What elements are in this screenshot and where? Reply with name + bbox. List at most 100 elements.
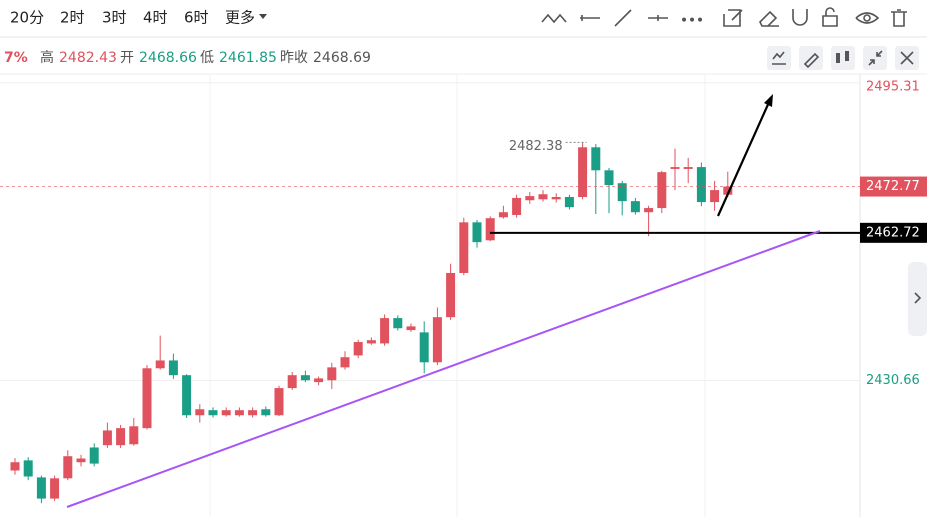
more-menu[interactable]: 更多: [225, 9, 255, 27]
candle-body: [155, 360, 165, 369]
candle-body: [578, 147, 588, 198]
price-tag-label: 2462.72: [866, 225, 920, 240]
candle-body: [591, 147, 601, 171]
arrow-line[interactable]: [716, 99, 772, 217]
candle-body: [406, 326, 416, 331]
candle-body: [248, 410, 258, 416]
icon: [900, 51, 914, 65]
quote-bar: 7% 高 2482.43 开 2468.66 低 2461.85 昨收 2468…: [4, 46, 919, 70]
icon: [836, 51, 849, 63]
interval[interactable]: 4时: [143, 9, 168, 27]
tool-hline[interactable]: [580, 15, 600, 21]
tool-polyline[interactable]: [541, 13, 567, 24]
tool-lock[interactable]: [822, 7, 838, 27]
candle-body: [340, 357, 350, 368]
tool-segment[interactable]: [648, 15, 668, 21]
candle-body: [89, 447, 99, 464]
candle-body: [604, 170, 614, 186]
candle-body: [644, 208, 654, 213]
candle-body: [261, 409, 271, 416]
candle-body: [723, 186, 733, 195]
button[interactable]: [863, 46, 887, 70]
candle-body: [432, 317, 442, 363]
candle-body: [102, 430, 112, 446]
candle-body: [142, 368, 152, 429]
candle-body: [485, 218, 495, 241]
interval[interactable]: 3时: [102, 9, 127, 27]
label: 低: [200, 50, 214, 66]
value: 2468.69: [313, 50, 371, 66]
candle-body: [208, 410, 218, 416]
y-tick-label: 2430.66: [866, 373, 920, 388]
change: 7%: [4, 50, 28, 66]
interval[interactable]: 6时: [184, 9, 209, 27]
candle-body: [314, 378, 324, 383]
price-tag: [860, 222, 927, 243]
max-label: 2482.38: [509, 139, 563, 154]
candle-body: [327, 367, 337, 381]
button[interactable]: [831, 46, 855, 70]
panel-buttons: [767, 46, 919, 70]
candle-body: [498, 212, 508, 218]
tool-visibility[interactable]: [855, 12, 880, 24]
arrow-head: [764, 94, 773, 107]
candle-body: [10, 462, 20, 471]
candle-body: [657, 172, 667, 209]
candle-body: [525, 196, 535, 201]
value: 2461.85: [219, 50, 277, 66]
candle-body: [419, 332, 429, 363]
tool-delete[interactable]: [891, 9, 907, 27]
tool-eraser[interactable]: [759, 10, 779, 27]
icon: [868, 50, 883, 66]
candle-body: [353, 342, 363, 356]
icon: [772, 51, 786, 65]
candle-body: [366, 340, 376, 344]
candle-body: [380, 318, 390, 344]
candle-body: [710, 190, 720, 203]
price-tag-label: 2472.77: [866, 179, 920, 194]
price-tag: [860, 176, 927, 197]
candle-body: [630, 201, 640, 213]
side-tab-icon: [914, 292, 922, 304]
candle-body: [195, 409, 205, 416]
tool-more[interactable]: [682, 17, 703, 22]
candle-body: [221, 410, 231, 416]
value: 2468.66: [139, 50, 197, 66]
candle-body: [472, 222, 482, 243]
interval[interactable]: 20分: [10, 9, 44, 27]
candle-body: [446, 272, 456, 318]
y-tick-label: 2495.31: [866, 80, 920, 95]
button[interactable]: [767, 46, 791, 70]
candle-body: [76, 458, 86, 463]
label: 昨收: [280, 50, 308, 66]
candle-body: [551, 197, 561, 200]
candle-body: [683, 167, 693, 169]
plot: 2495.31 2430.66 2482.38 2472.77 2462.72: [0, 80, 927, 504]
value: 2482.43: [59, 50, 117, 66]
tool-ray[interactable]: [614, 9, 632, 27]
toolbar: 20分 2时 3时 4时 6时 更多: [10, 7, 907, 27]
candle-body: [459, 222, 469, 273]
dropdown-caret: [259, 14, 267, 19]
candle-body: [617, 183, 627, 202]
tool-magnet[interactable]: [792, 9, 808, 26]
candle-body: [50, 478, 60, 499]
candle-body: [564, 197, 574, 208]
candle-body: [538, 194, 548, 200]
candle-body: [234, 410, 244, 416]
candle-body: [696, 167, 706, 203]
interval[interactable]: 2时: [60, 9, 85, 27]
trend-line[interactable]: [66, 230, 821, 508]
candle-body: [670, 167, 680, 169]
label: 开: [120, 50, 134, 66]
candle-body: [63, 456, 73, 479]
candle-body: [168, 360, 178, 376]
tool-edit[interactable]: [723, 9, 743, 27]
candle-body: [393, 318, 403, 329]
candle-body: [36, 477, 46, 499]
side-tab[interactable]: [908, 262, 927, 336]
candle-body: [512, 197, 522, 215]
label: 高: [40, 49, 54, 66]
candle-body: [182, 375, 192, 416]
